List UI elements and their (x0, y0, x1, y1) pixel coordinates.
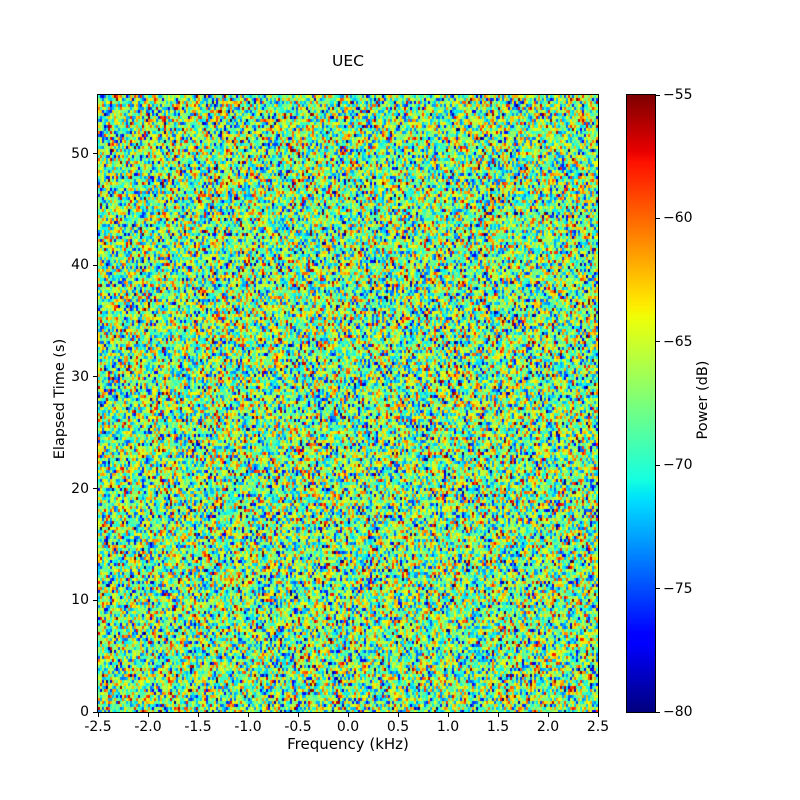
spectrogram-heatmap (97, 94, 599, 713)
x-axis-label: Frequency (kHz) (287, 735, 409, 753)
y-tick-label: 40 (71, 257, 89, 274)
x-tick (397, 713, 399, 717)
colorbar-tick (656, 217, 660, 219)
colorbar-tick (656, 341, 660, 343)
colorbar-tick-label: −80 (663, 704, 693, 720)
y-tick (93, 488, 97, 490)
y-tick-label: 20 (71, 480, 89, 497)
y-tick-label: 30 (71, 368, 89, 385)
colorbar-tick (656, 711, 660, 713)
colorbar-tick-label: −75 (663, 580, 693, 597)
colorbar-tick (656, 94, 660, 96)
colorbar-tick (656, 588, 660, 590)
x-tick (347, 713, 349, 717)
x-tick (297, 713, 299, 717)
x-tick (97, 713, 99, 717)
x-tick (497, 713, 499, 717)
y-tick-label: 50 (71, 145, 89, 162)
colorbar-tick-label: −55 (663, 87, 693, 103)
colorbar (626, 94, 656, 713)
x-tick-label: -2.5 (84, 719, 112, 735)
y-tick (93, 711, 97, 713)
x-tick-label: 2.0 (536, 719, 560, 735)
x-tick-label: 1.5 (486, 719, 510, 735)
x-tick-label: -0.5 (284, 719, 312, 735)
y-tick (93, 376, 97, 378)
x-tick-label: -1.5 (184, 719, 212, 735)
colorbar-label: Power (dB) (695, 360, 711, 440)
colorbar-tick-label: −65 (663, 333, 693, 350)
colorbar-tick-label: −70 (663, 457, 693, 474)
figure-title: UEC (332, 52, 364, 70)
x-tick-label: 1.0 (436, 719, 460, 735)
x-tick-label: -2.0 (134, 719, 162, 735)
y-tick (93, 264, 97, 266)
x-tick (247, 713, 249, 717)
x-tick (547, 713, 549, 717)
x-tick (197, 713, 199, 717)
x-tick-label: 0.5 (386, 719, 410, 735)
x-tick (447, 713, 449, 717)
y-tick-label: 10 (71, 592, 89, 609)
y-tick (93, 153, 97, 155)
colorbar-tick-label: −60 (663, 210, 693, 227)
x-tick-label: -1.0 (234, 719, 262, 735)
x-tick-label: 0.0 (336, 719, 360, 735)
x-tick (597, 713, 599, 717)
y-tick-label: 0 (80, 704, 89, 720)
y-axis-label: Elapsed Time (s) (52, 338, 68, 460)
colorbar-tick (656, 464, 660, 466)
x-tick-label: 2.5 (586, 719, 610, 735)
x-tick (147, 713, 149, 717)
y-tick (93, 599, 97, 601)
